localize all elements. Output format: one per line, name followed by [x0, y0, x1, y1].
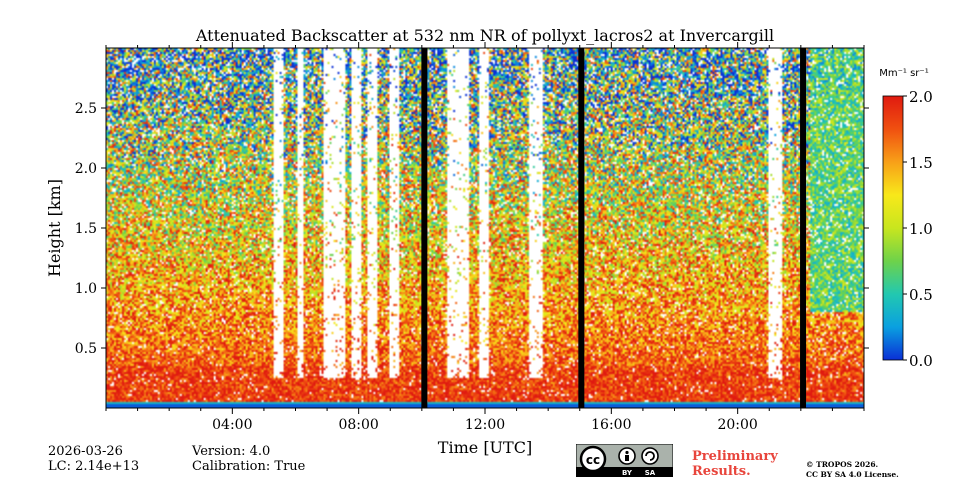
- data-gaps: [421, 48, 807, 408]
- x-tick-label: 16:00: [591, 417, 631, 433]
- data-gap: [578, 48, 585, 408]
- footer-date: 2026-03-26: [48, 444, 123, 459]
- y-tick-label: 0.5: [75, 341, 97, 357]
- colorbar: [882, 95, 904, 361]
- x-tick-label: 08:00: [338, 417, 378, 433]
- sa-icon: [641, 447, 659, 465]
- preliminary-note: Preliminary Results.: [692, 449, 778, 479]
- y-tick-label: 1.5: [75, 221, 97, 237]
- footer-calibration: Calibration: True: [192, 459, 306, 474]
- y-tick-label: 2.5: [75, 101, 97, 117]
- colorbar-tick-label: 0.5: [909, 286, 933, 304]
- colorbar-tick-label: 1.5: [909, 154, 933, 172]
- cc-icon: cc: [586, 453, 600, 467]
- colorbar-ticks: 0.0 0.5 1.0 1.5 2.0: [903, 88, 933, 370]
- copyright-line1: © TROPOS 2026.: [806, 460, 879, 469]
- colorbar-tick-label: 0.0: [909, 352, 933, 370]
- x-tick-label: 20:00: [717, 417, 757, 433]
- sa-label: SA: [645, 469, 656, 477]
- chart-title: Attenuated Backscatter at 532 nm NR of p…: [195, 26, 774, 45]
- backscatter-heatmap: [106, 48, 864, 408]
- y-axis: 0.5 1.0 1.5 2.0 2.5: [75, 101, 869, 357]
- x-axis-label: Time [UTC]: [438, 438, 532, 457]
- y-tick-label: 1.0: [75, 281, 97, 297]
- x-tick-label: 12:00: [465, 417, 505, 433]
- x-tick-label: 04:00: [212, 417, 252, 433]
- data-gap: [800, 48, 807, 408]
- colorbar-tick-label: 2.0: [909, 88, 933, 106]
- copyright-line2: CC BY SA 4.0 License.: [806, 470, 899, 479]
- colorbar-tick-label: 1.0: [909, 220, 933, 238]
- y-axis-label: Height [km]: [45, 179, 64, 277]
- data-gap: [421, 48, 428, 408]
- y-tick-label: 2.0: [75, 161, 97, 177]
- preliminary-line2: Results.: [692, 464, 751, 479]
- by-label: BY: [622, 469, 633, 477]
- footer-lc: LC: 2.14e+13: [48, 459, 140, 474]
- colorbar-unit: Mm⁻¹ sr⁻¹: [879, 68, 928, 79]
- cc-by-sa-logo: cc BY SA: [576, 444, 673, 477]
- footer-version: Version: 4.0: [192, 444, 271, 459]
- preliminary-line1: Preliminary: [692, 449, 778, 464]
- x-axis: 04:00 08:00 12:00 16:00 20:00: [105, 42, 865, 433]
- copyright-note: © TROPOS 2026. CC BY SA 4.0 License.: [806, 460, 899, 480]
